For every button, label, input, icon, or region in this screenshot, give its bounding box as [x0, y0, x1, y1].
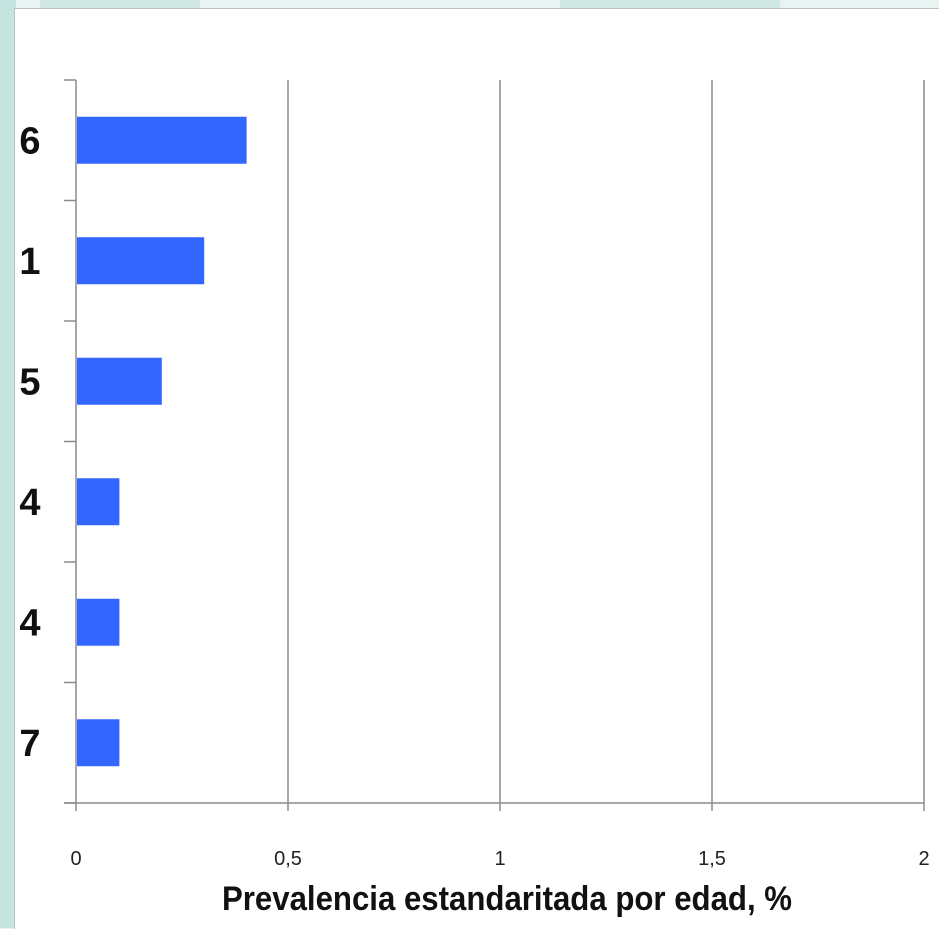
bar	[77, 116, 247, 164]
bar	[77, 478, 120, 526]
x-tick-label: 1	[494, 848, 505, 870]
category-labels: 6 1 5 4 4 7	[19, 120, 40, 765]
bar	[77, 237, 205, 285]
category-label: 7	[19, 723, 40, 765]
gridlines	[287, 80, 925, 803]
bars	[77, 116, 247, 767]
bar	[77, 719, 120, 767]
x-axis-title: Prevalencia estandaritada por edad, %	[222, 880, 792, 918]
axes	[64, 79, 925, 811]
x-tick-label: 0,5	[274, 848, 302, 870]
bar	[77, 598, 120, 646]
background-stripe-top	[560, 0, 780, 10]
background-stripe-left	[0, 0, 16, 928]
category-label: 4	[19, 602, 40, 644]
category-label: 5	[19, 361, 40, 403]
category-label: 6	[19, 120, 40, 162]
x-tick-label: 1,5	[698, 848, 726, 870]
category-label: 1	[19, 241, 40, 283]
x-tick-label: 2	[918, 848, 929, 870]
background-stripe-top	[40, 0, 200, 10]
category-label: 4	[19, 482, 40, 524]
x-tick-labels: 0 0,5 1 1,5 2	[70, 848, 929, 870]
x-tick-label: 0	[70, 848, 81, 870]
bar	[77, 357, 162, 405]
